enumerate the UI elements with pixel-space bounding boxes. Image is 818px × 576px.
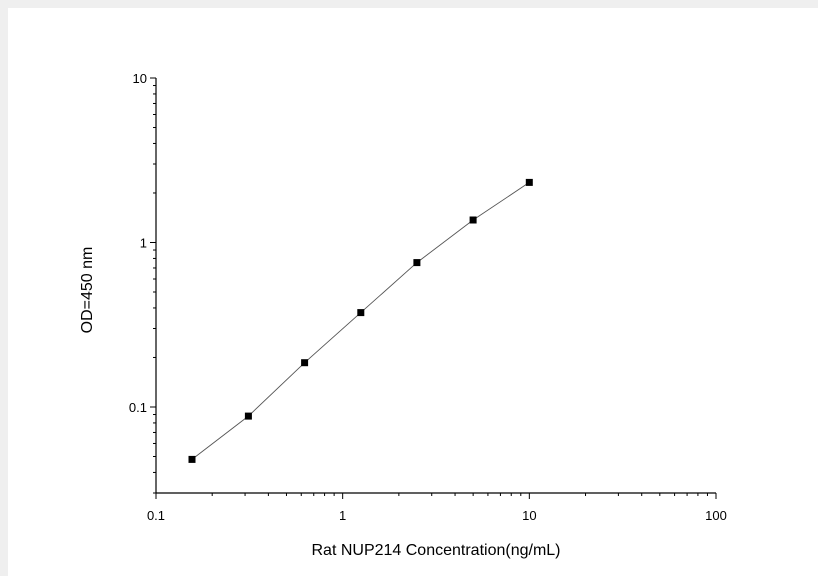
data-point-marker [469,216,477,224]
x-tick-label: 1 [339,508,346,523]
x-tick-label: 0.1 [147,508,165,523]
x-tick-label: 10 [522,508,536,523]
y-axis-title: OD=450 nm [79,247,96,334]
data-point-marker [357,309,365,317]
y-tick-label: 0.1 [129,400,147,415]
series-layer [188,178,533,463]
x-tick-label: 100 [705,508,727,523]
chart-card [8,8,818,576]
data-point-marker [413,259,421,267]
axes: 0.1 1 10 100 0.1 1 10 [129,71,727,523]
y-tick-label: 1 [140,235,147,250]
data-point-marker [188,455,196,463]
data-point-marker [525,178,533,186]
series-line [191,182,530,460]
data-point-marker [301,359,309,367]
x-axis-title: Rat NUP214 Concentration(ng/mL) [311,542,560,559]
y-tick-label: 10 [133,71,147,86]
data-point-marker [244,412,252,420]
